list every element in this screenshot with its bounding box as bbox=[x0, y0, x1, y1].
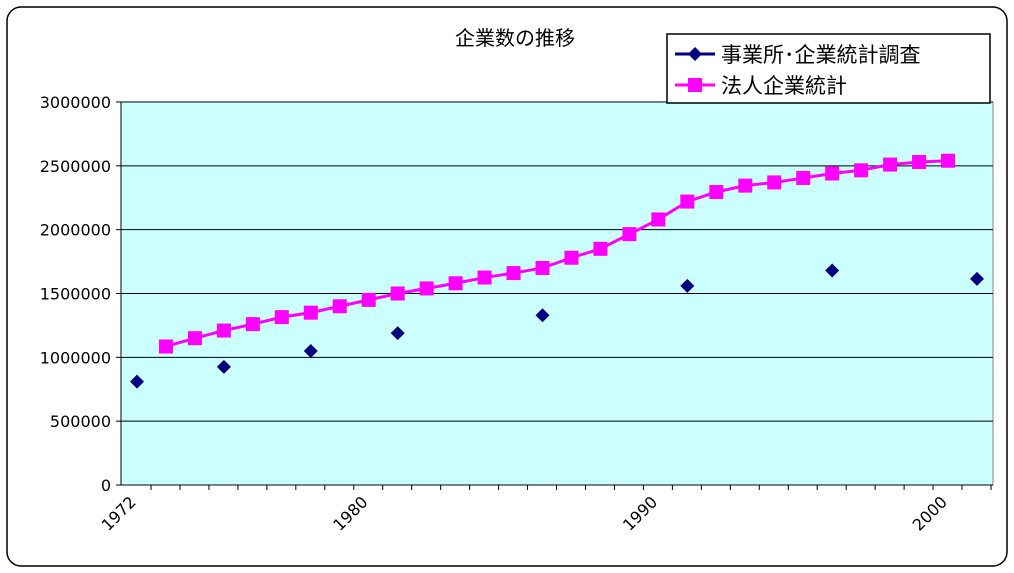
data-point bbox=[274, 310, 289, 325]
data-point bbox=[130, 374, 144, 389]
data-point bbox=[245, 317, 260, 332]
data-point bbox=[332, 299, 347, 314]
series-line bbox=[165, 159, 949, 348]
series-layer bbox=[130, 153, 984, 389]
data-point bbox=[564, 250, 579, 265]
data-point bbox=[767, 175, 782, 190]
data-point bbox=[970, 271, 984, 286]
legend-item: 事業所･企業統計調査 bbox=[675, 43, 921, 67]
data-point bbox=[796, 170, 811, 185]
y-tick-label: 2500000 bbox=[40, 157, 111, 176]
y-tick-label: 1500000 bbox=[40, 285, 111, 304]
data-point bbox=[680, 194, 695, 209]
data-point bbox=[622, 227, 637, 242]
data-point bbox=[854, 163, 869, 178]
data-point bbox=[738, 178, 753, 193]
data-point bbox=[158, 339, 173, 354]
data-point bbox=[303, 305, 318, 320]
chart-title: 企業数の推移 bbox=[455, 26, 575, 50]
y-tick-label: 1000000 bbox=[40, 348, 111, 367]
data-point bbox=[419, 281, 434, 296]
data-point bbox=[361, 292, 376, 307]
y-tick-label: 3000000 bbox=[40, 93, 111, 112]
data-point bbox=[216, 359, 231, 374]
data-point bbox=[390, 286, 405, 301]
data-point bbox=[535, 260, 550, 275]
data-point bbox=[187, 331, 202, 346]
data-point bbox=[535, 308, 550, 323]
legend-label: 事業所･企業統計調査 bbox=[721, 43, 921, 67]
legend-label: 法人企業統計 bbox=[721, 74, 847, 98]
y-tick-label: 2000000 bbox=[40, 221, 111, 240]
data-point bbox=[709, 185, 724, 200]
data-point bbox=[651, 212, 666, 227]
y-tick-label: 0 bbox=[101, 476, 111, 495]
series-2 bbox=[158, 153, 956, 354]
data-point bbox=[680, 278, 695, 293]
data-point bbox=[216, 323, 231, 338]
data-point bbox=[303, 343, 318, 358]
data-point bbox=[825, 166, 840, 181]
legend-item: 法人企業統計 bbox=[675, 74, 847, 98]
data-point bbox=[883, 157, 898, 172]
data-point bbox=[477, 270, 492, 285]
data-point bbox=[912, 155, 927, 170]
y-tick-label: 500000 bbox=[50, 412, 111, 431]
data-point bbox=[941, 153, 956, 168]
data-point bbox=[390, 326, 405, 341]
data-point bbox=[448, 276, 463, 291]
data-point bbox=[593, 241, 608, 256]
legend-marker bbox=[688, 78, 702, 92]
data-point bbox=[506, 266, 521, 281]
legend-box bbox=[666, 33, 991, 104]
data-point bbox=[825, 263, 840, 278]
legend-marker bbox=[688, 47, 702, 61]
series-1 bbox=[130, 263, 984, 389]
